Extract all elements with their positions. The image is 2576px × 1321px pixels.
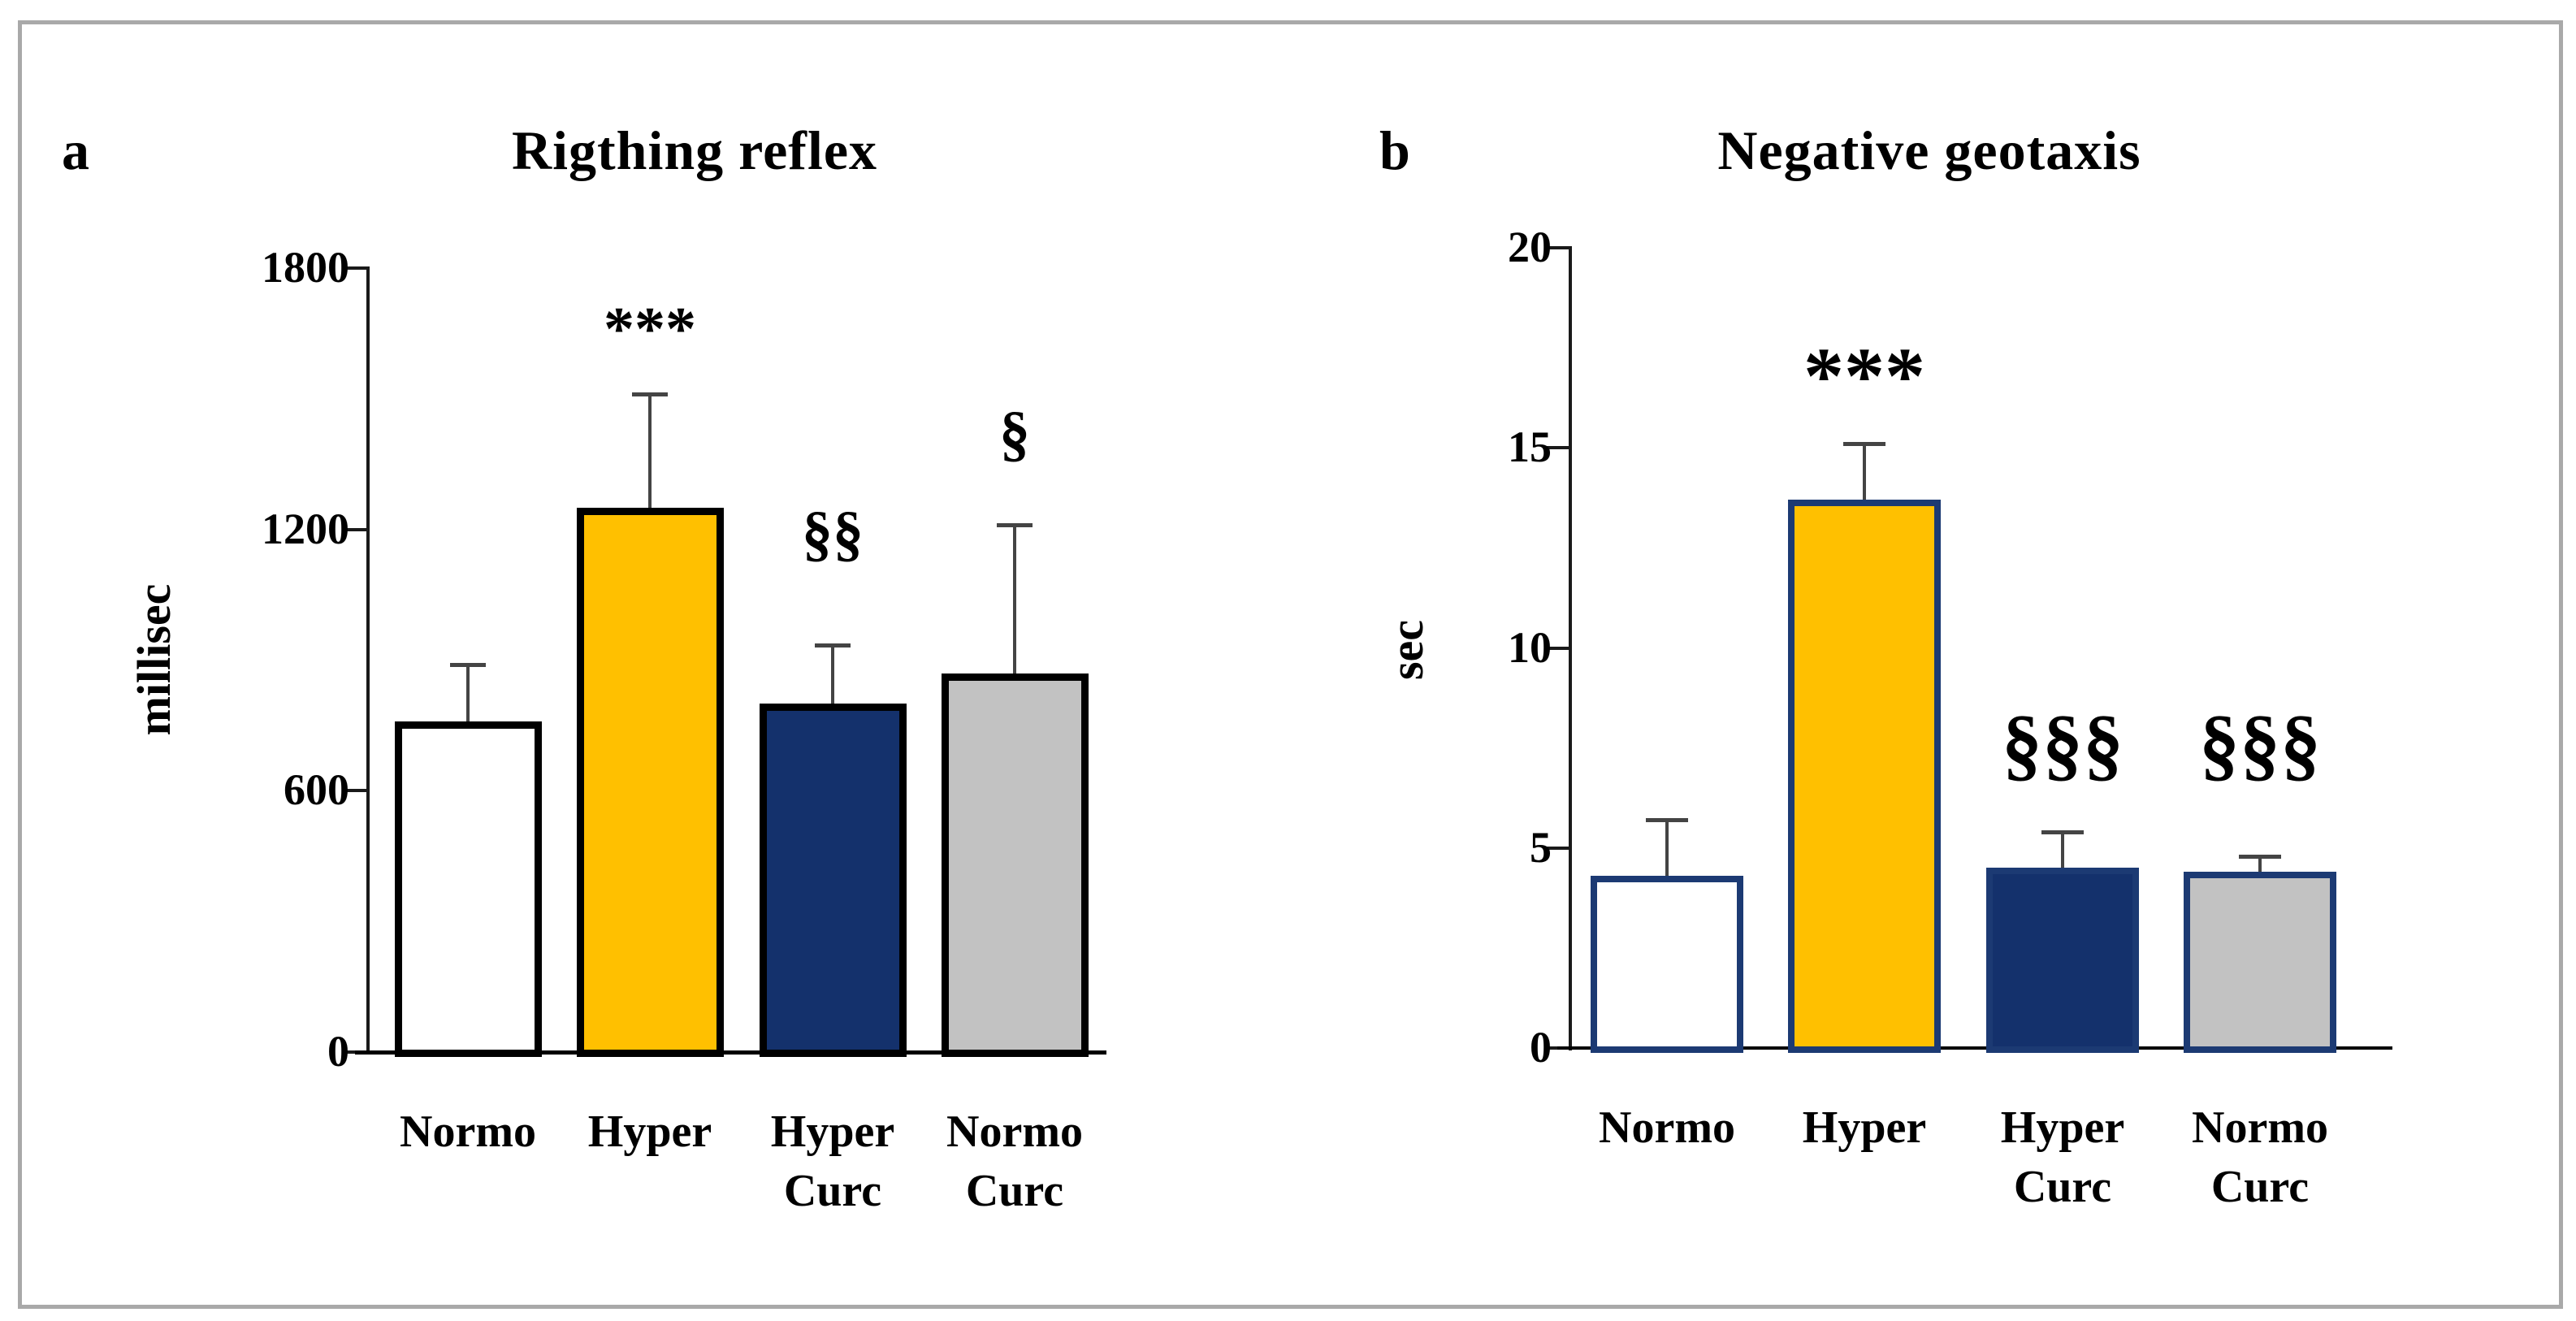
x-category-label: Hyper Curc — [711, 1102, 955, 1221]
x-category-label-line: Hyper — [587, 1107, 712, 1157]
y-tick-mark — [1544, 646, 1570, 650]
error-bar-cap — [1646, 818, 1688, 823]
y-tick-label: 0 — [327, 1027, 349, 1076]
error-bar-line — [1863, 444, 1866, 507]
bar — [1591, 876, 1743, 1053]
bar — [2184, 872, 2336, 1053]
error-bar-cap — [450, 662, 486, 667]
y-tick-label: 1200 — [262, 504, 349, 553]
bar — [576, 507, 724, 1057]
x-category-label-line: Hyper — [1802, 1102, 1927, 1153]
significance-annotation: §§§ — [2199, 698, 2321, 789]
x-axis-line — [1557, 1046, 2392, 1050]
y-tick-label: 1800 — [262, 243, 349, 292]
significance-annotation: *** — [604, 295, 696, 364]
x-category-label: Normo — [346, 1102, 590, 1162]
y-tick-mark — [342, 266, 368, 270]
bar — [941, 673, 1089, 1057]
error-bar-cap — [997, 523, 1033, 528]
y-tick-label: 15 — [1508, 422, 1552, 472]
x-category-label-line: Normo — [400, 1107, 536, 1157]
panel-b-title: Negative geotaxis — [1717, 119, 2141, 181]
error-bar-line — [648, 394, 652, 515]
error-bar-cap — [815, 643, 851, 648]
y-tick-label: 10 — [1508, 622, 1552, 672]
x-category-label-line: Normo — [2192, 1102, 2328, 1153]
significance-annotation: *** — [1803, 330, 1925, 421]
x-category-label: Hyper — [1743, 1098, 1986, 1158]
x-category-label: Hyper Curc — [1941, 1098, 2184, 1217]
y-tick-label: 5 — [1530, 822, 1552, 872]
x-category-label-line: Hyper — [770, 1107, 895, 1157]
x-axis-line — [355, 1050, 1106, 1055]
x-category-label-line: Curc — [2013, 1161, 2112, 1212]
x-category-label-line: Curc — [965, 1165, 1064, 1216]
x-category-label-line: Normo — [946, 1107, 1083, 1157]
significance-annotation: § — [999, 399, 1030, 468]
x-category-label: Normo Curc — [2138, 1098, 2382, 1217]
y-axis-line — [1569, 246, 1572, 1050]
error-bar-line — [2061, 832, 2064, 875]
x-category-label-line: Normo — [1599, 1102, 1735, 1153]
error-bar-cap — [632, 392, 668, 397]
error-bar-cap — [2041, 830, 2084, 835]
y-tick-label: 20 — [1508, 223, 1552, 271]
error-bar-line — [1013, 525, 1016, 681]
y-tick-mark — [1544, 846, 1570, 850]
x-category-label: Normo — [1545, 1098, 1789, 1158]
panel-a-y-axis-label: millisec — [128, 583, 180, 736]
panel-b-letter: b — [1379, 119, 1410, 181]
panel-a-title: Rigthing reflex — [511, 119, 878, 181]
bar — [394, 721, 542, 1057]
x-category-label: Hyper — [528, 1102, 772, 1162]
y-axis-line — [366, 266, 370, 1055]
y-tick-mark — [342, 789, 368, 793]
x-category-label-line: Hyper — [2000, 1102, 2125, 1153]
panel-a-letter: a — [62, 119, 89, 181]
error-bar-cap — [2239, 854, 2281, 859]
significance-annotation: §§ — [802, 500, 864, 569]
figure-frame — [18, 20, 2563, 1309]
bar — [1986, 868, 2139, 1053]
y-tick-mark — [1544, 446, 1570, 450]
y-tick-label: 0 — [1530, 1023, 1552, 1072]
significance-annotation: §§§ — [2002, 698, 2124, 789]
error-bar-cap — [1843, 442, 1885, 447]
error-bar-line — [1665, 820, 1669, 883]
x-category-label: Normo Curc — [893, 1102, 1136, 1221]
bar — [1788, 500, 1941, 1053]
error-bar-line — [466, 664, 470, 729]
y-tick-label: 600 — [284, 765, 349, 815]
error-bar-line — [2258, 855, 2262, 879]
y-tick-mark — [342, 527, 368, 531]
x-category-label-line: Curc — [783, 1165, 882, 1216]
error-bar-line — [831, 644, 834, 712]
bar — [759, 704, 907, 1057]
x-category-label-line: Curc — [2210, 1161, 2310, 1212]
y-tick-mark — [1544, 246, 1570, 249]
